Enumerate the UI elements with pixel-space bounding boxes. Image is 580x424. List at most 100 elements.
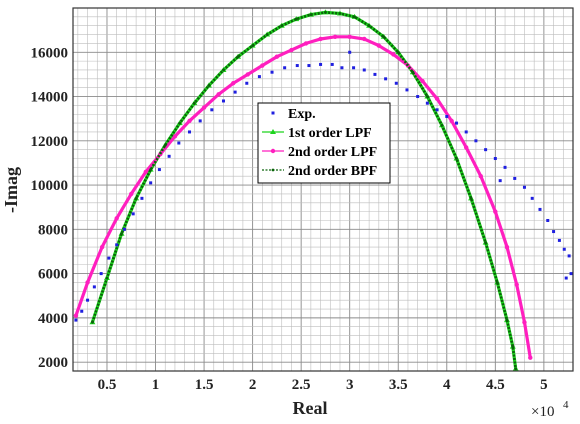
data-point [445,114,449,118]
data-point [122,227,126,231]
data-point [295,64,299,68]
data-point [514,282,519,287]
data-point [522,185,526,189]
series-2nd-order-bpf [91,11,518,371]
data-point [567,254,571,258]
x-axis-label: Real [293,398,328,418]
data-point [514,367,518,371]
data-point [140,196,144,200]
y-axis-label: -Imag [1,167,21,213]
data-point [538,207,542,211]
data-point [177,141,181,145]
legend-entry: 1st order LPF [262,126,372,141]
data-point [318,36,323,42]
x-tick-label: 3 [346,377,354,393]
data-point [74,318,78,322]
data-point [188,130,192,134]
data-point [373,72,377,76]
legend-marker [271,168,275,172]
data-point [80,309,84,313]
data-point [546,218,550,222]
legend-entry: 2nd order BPF [262,164,377,179]
data-point [347,34,352,39]
data-point [99,272,103,276]
data-point [493,209,498,214]
data-point [478,174,483,179]
data-point [495,281,499,284]
data-point [163,143,167,147]
data-point [464,145,469,150]
plot-background [73,8,573,371]
data-point [474,139,478,143]
data-point [91,320,94,324]
data-point [222,68,225,72]
data-point [435,108,439,112]
data-point [367,24,371,28]
data-point [528,355,533,360]
data-point [557,238,561,242]
data-point [207,84,211,87]
data-point [484,148,488,152]
data-point [99,244,105,250]
data-point [504,244,510,250]
legend-entry: 2nd order LPF [262,145,377,160]
data-point [569,272,573,276]
data-point [440,123,444,127]
data-point [420,78,425,84]
legend-marker [270,129,276,134]
data-point [230,81,236,86]
x-tick-label: 2.5 [292,377,311,393]
x-tick-label: 1 [152,377,160,393]
data-point [274,54,280,59]
x-tick-label: 3.5 [389,377,408,393]
data-point [115,243,119,247]
series-2nd-order-lpf [73,34,533,360]
data-point [332,34,338,39]
legend-label: Exp. [288,107,316,122]
data-point [505,318,509,322]
data-point [376,43,382,48]
x-tick-label: 5 [540,377,548,393]
y-tick-label: 12000 [31,134,69,150]
x-tick-label: 4 [443,377,451,393]
data-point [396,50,400,54]
data-point [382,35,386,39]
data-point [522,320,527,325]
data-point [245,72,250,77]
data-point [362,36,367,42]
data-point [493,157,497,161]
y-tick-label: 4000 [38,311,68,327]
data-point [309,13,313,17]
data-point [498,179,502,183]
series-line [74,35,532,358]
data-point [303,41,309,46]
data-point [245,81,249,85]
data-point [192,101,196,105]
data-point [352,66,356,70]
data-point [129,191,134,197]
data-point [449,118,454,124]
data-point [384,77,388,81]
data-point [172,134,178,139]
data-point [484,241,488,245]
data-point [187,118,192,124]
series-layer [73,9,573,371]
data-point [257,75,261,79]
data-point [260,63,265,68]
data-point [86,298,90,302]
plot-frame [72,7,574,372]
data-point [131,212,135,216]
y-axis-ticks: 2000 4000 6000 8000 10000 12000 14000 16000 [31,45,69,371]
legend-label: 2nd order BPF [288,164,377,179]
data-point [362,68,366,72]
data-point [178,121,182,125]
legend-entry: Exp. [271,107,316,122]
x-tick-label: 0.5 [98,377,117,393]
data-point [216,92,221,97]
data-point [294,17,298,21]
data-point [330,62,334,66]
data-point [73,313,79,318]
x-tick-label: 4.5 [486,377,505,393]
data-point [324,11,327,14]
series-line [91,11,517,369]
